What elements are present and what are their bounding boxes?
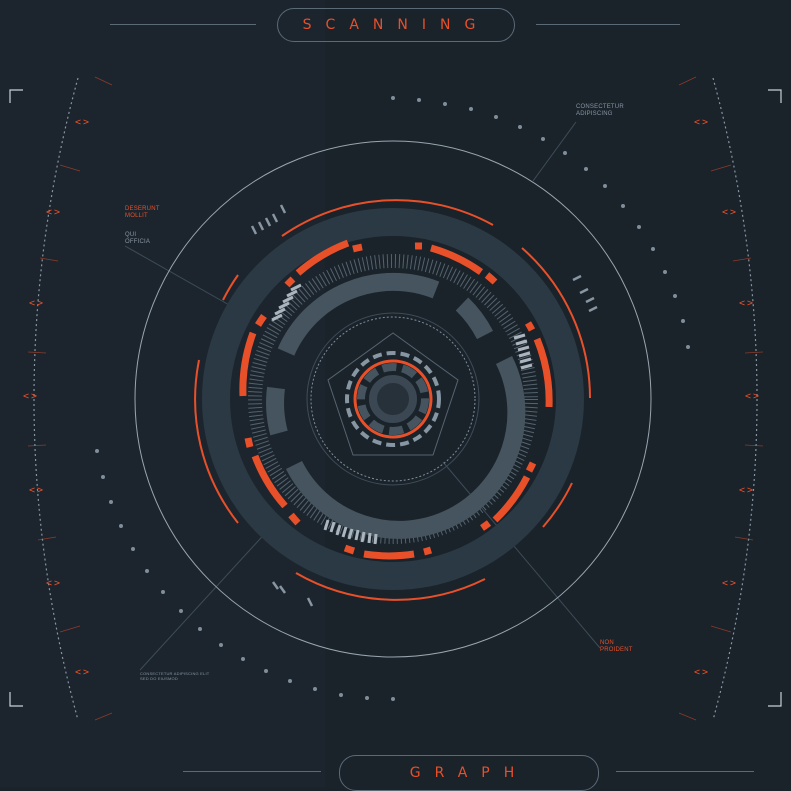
side-arrow-left-2: <> (46, 207, 63, 218)
scanning-title: SCANNING (277, 8, 515, 42)
side-arrow-left-5: <> (29, 485, 46, 496)
inner-dashed-circle (310, 316, 476, 482)
core-orange-ring (353, 359, 433, 439)
label-bottom-left: CONSECTETUR ADIPISCING ELIT SED DO EIUSMO… (140, 671, 210, 681)
side-arrow-right-5: <> (739, 485, 756, 496)
side-arrow-left-1: <> (75, 117, 92, 128)
side-arrow-right-3: <> (739, 298, 756, 309)
dotted-arc-bottom-left (95, 449, 395, 701)
side-arrow-left-3: <> (29, 298, 46, 309)
side-arrow-left-4: <> (23, 391, 40, 402)
dotted-arc-top-right (391, 96, 690, 349)
core-dashed-ring (345, 351, 441, 447)
side-arrow-right-7: <> (694, 667, 711, 678)
side-arrow-right-2: <> (722, 207, 739, 218)
pentagon (327, 332, 459, 456)
graph-title: GRAPH (339, 755, 599, 791)
side-arrow-right-6: <> (722, 578, 739, 589)
side-arrow-right-4: <> (745, 391, 762, 402)
label-top-right: CONSECTETUR ADIPISCING (576, 104, 624, 117)
side-arrow-left-6: <> (46, 578, 63, 589)
label-bottom-right: NON PROIDENT (600, 640, 633, 653)
side-arrow-left-7: <> (75, 667, 92, 678)
dark-ring (202, 208, 584, 590)
side-arrow-right-1: <> (694, 117, 711, 128)
outer-circle (134, 140, 652, 658)
corner-brackets (9, 89, 782, 707)
left-dashed-arc (33, 77, 79, 721)
label-left-grey: QUI OFFICIA (125, 232, 151, 245)
label-left-orange: DESERUNT MOLLIT (125, 206, 160, 219)
right-dashed-arc (712, 77, 758, 721)
